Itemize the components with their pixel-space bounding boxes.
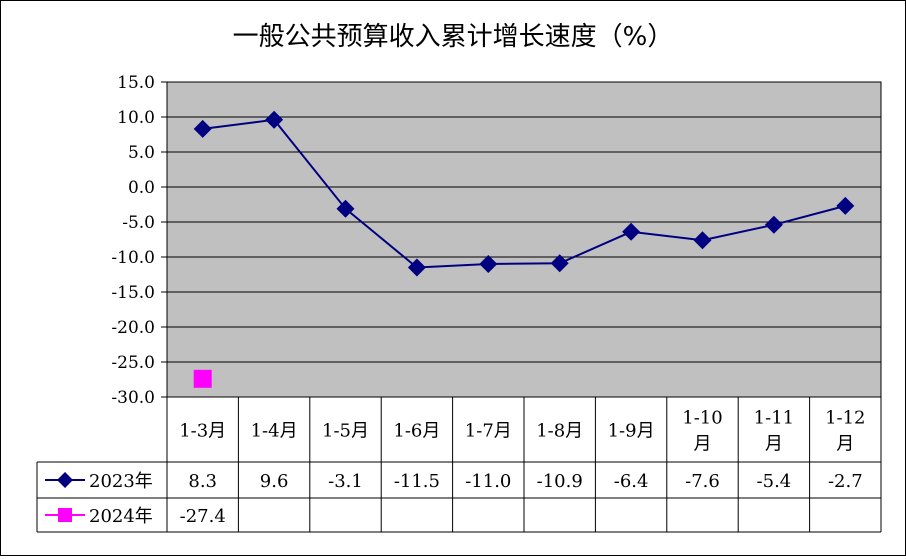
y-tick-label: -25.0 xyxy=(111,353,155,373)
y-axis-ticks: 15.0 10.0 5.0 0.0 -5.0 -10.0 -15.0 -20.0 -25.0 -3… xyxy=(111,73,167,408)
table-value: -7.6 xyxy=(685,471,720,492)
y-tick-label: -30.0 xyxy=(111,388,155,408)
table-value: -6.4 xyxy=(614,471,649,492)
legend-label: 2023年 xyxy=(89,471,153,492)
y-tick-label: -20.0 xyxy=(111,318,155,338)
data-point xyxy=(764,215,783,234)
data-point xyxy=(193,119,212,138)
y-tick-label: 0.0 xyxy=(128,178,155,198)
plot-area xyxy=(166,81,882,398)
y-tick-label: 15.0 xyxy=(117,73,155,93)
y-tick-label: -10.0 xyxy=(111,248,155,268)
data-point xyxy=(407,258,426,277)
y-tick-label: 5.0 xyxy=(128,143,155,163)
y-tick-label: 10.0 xyxy=(117,108,155,128)
legend-key-marker xyxy=(58,508,72,522)
table-value: -10.9 xyxy=(537,471,583,492)
data-point xyxy=(193,369,212,388)
y-tick-label: -5.0 xyxy=(122,213,155,233)
table-value: -3.1 xyxy=(328,471,363,492)
table-value: -11.0 xyxy=(465,471,511,492)
chart-title: 一般公共预算收入累计增长速度（%） xyxy=(233,22,674,52)
data-point xyxy=(265,110,284,129)
x-category-label: 月 xyxy=(836,434,854,455)
x-category-label: 1-12 xyxy=(825,408,865,429)
x-category-label: 1-11 xyxy=(754,408,794,429)
legend-key-marker xyxy=(57,472,73,488)
x-category-label: 1-9月 xyxy=(608,421,655,442)
series-line xyxy=(202,118,846,269)
x-category-label: 月 xyxy=(694,434,712,455)
x-category-label: 1-4月 xyxy=(251,421,298,442)
x-category-label: 1-6月 xyxy=(393,421,440,442)
data-point xyxy=(693,231,712,250)
x-category-label: 月 xyxy=(765,434,783,455)
data-table: 1-3月 1-4月 1-5月 1-6月 1-7月 1-8月 1-9月 1-10 月 1-11 月 1-… xyxy=(36,397,882,533)
legend-label: 2024年 xyxy=(89,506,153,527)
x-category-label: 1-5月 xyxy=(322,421,369,442)
table-value: 8.3 xyxy=(188,471,217,492)
y-tick-label: -15.0 xyxy=(111,283,155,303)
gridlines xyxy=(167,116,881,363)
table-value: -2.7 xyxy=(828,471,863,492)
table-value: -11.5 xyxy=(394,471,440,492)
table-value: 9.6 xyxy=(260,471,289,492)
table-value: -5.4 xyxy=(757,471,792,492)
table-value: -27.4 xyxy=(180,506,226,527)
data-point xyxy=(479,255,498,273)
series-layer xyxy=(193,110,855,388)
data-point xyxy=(336,199,355,218)
x-category-label: 1-8月 xyxy=(536,421,583,442)
data-point xyxy=(622,222,641,241)
x-category-label: 1-3月 xyxy=(179,421,226,442)
data-point xyxy=(550,254,569,273)
x-category-label: 1-7月 xyxy=(465,421,512,442)
data-point xyxy=(836,196,855,215)
x-category-label: 1-10 xyxy=(682,408,722,429)
